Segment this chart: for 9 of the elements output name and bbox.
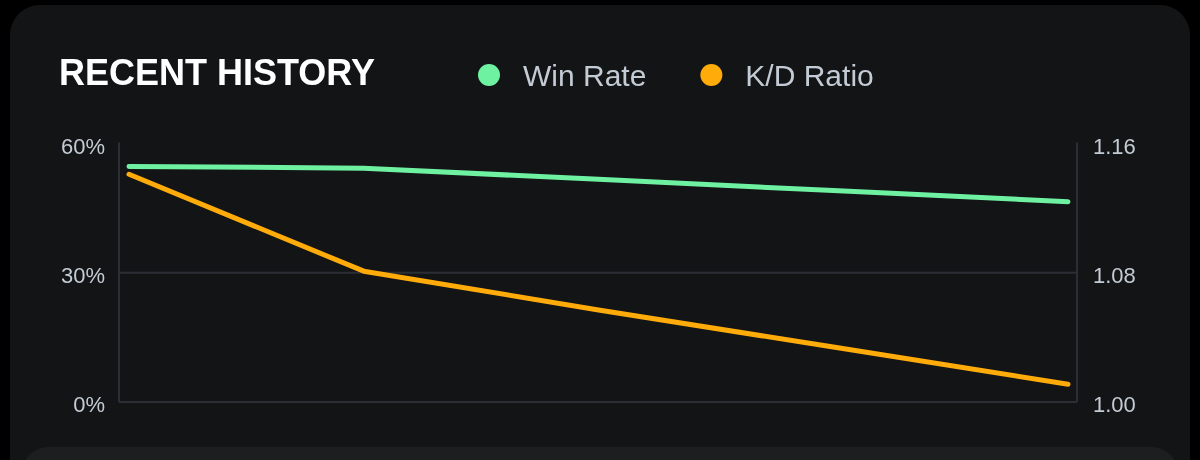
y2-tick-label: 1.16 xyxy=(1093,133,1136,159)
legend-label: Win Rate xyxy=(523,59,647,92)
y2-tick-label: 1.00 xyxy=(1093,391,1136,417)
chart-title: RECENT HISTORY xyxy=(59,52,376,93)
y-tick-label: 30% xyxy=(60,262,105,288)
y-tick-label: 60% xyxy=(60,133,105,159)
y-tick-label: 0% xyxy=(73,391,105,417)
y2-tick-label: 1.08 xyxy=(1093,262,1136,288)
legend-label: K/D Ratio xyxy=(745,59,874,92)
